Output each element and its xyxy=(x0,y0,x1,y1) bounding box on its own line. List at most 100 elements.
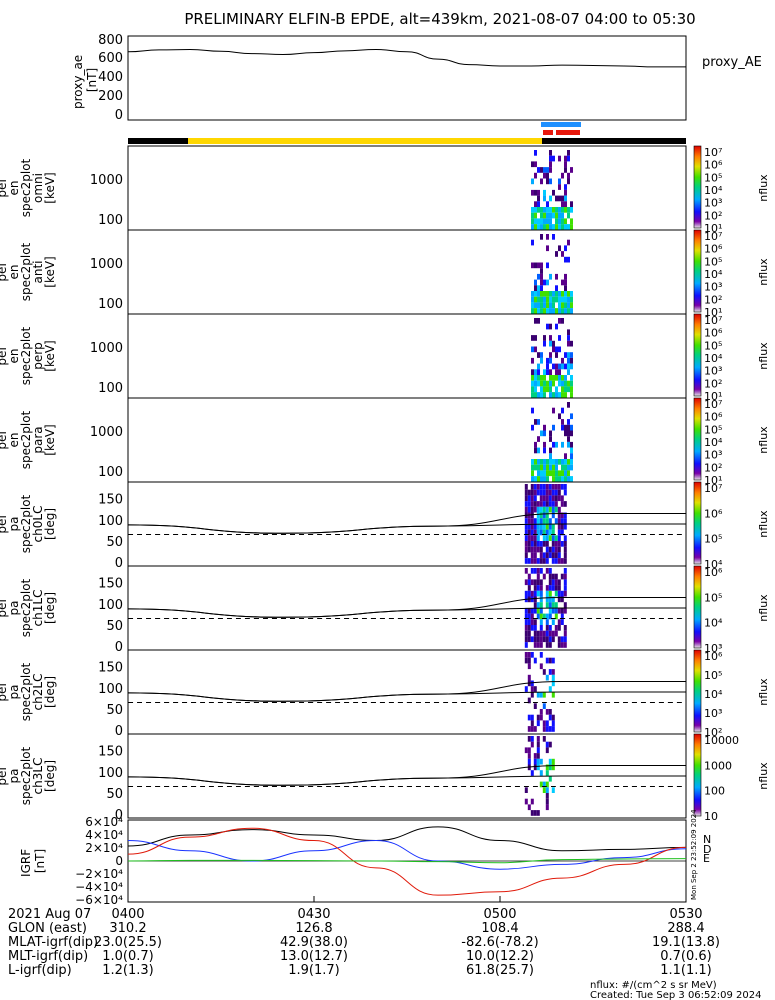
pitch-pixel xyxy=(542,506,546,513)
spectrogram-pixel xyxy=(534,375,537,381)
spectrogram-pixel xyxy=(543,291,546,297)
spectrogram-pixel xyxy=(546,167,549,173)
colorbar-label: 10⁵ xyxy=(704,669,722,682)
pitch-pixel xyxy=(560,590,564,597)
spectrogram-pixel xyxy=(537,375,540,381)
spectrogram-pixel xyxy=(558,296,561,303)
colorbar-label: 10³ xyxy=(704,365,722,378)
spectrogram-pixel xyxy=(540,430,543,437)
spectrogram-pixel xyxy=(564,184,567,190)
ylabel-line: pef xyxy=(0,262,9,282)
pitch-pixel xyxy=(539,529,543,536)
ylabel-line: pef xyxy=(0,598,9,618)
spectrogram-pixel xyxy=(546,323,549,330)
pitch-pixel xyxy=(542,573,546,580)
pitch-pixel xyxy=(536,764,540,771)
loss-cone-lower xyxy=(127,607,686,618)
ylabel-line: ch2LC xyxy=(31,674,45,711)
pitch-pixel xyxy=(539,512,543,519)
spectrogram-pixel xyxy=(558,302,561,309)
spectrogram-pixel xyxy=(549,340,552,347)
orbit-row-value: 310.2 xyxy=(109,921,146,936)
energy-tick-1000: 1000 xyxy=(90,173,123,188)
pitch-pixel xyxy=(548,630,552,637)
spectrogram-pixel xyxy=(549,459,552,465)
spectrogram-pixel xyxy=(570,218,573,225)
orbit-row-value: 0430 xyxy=(297,907,330,922)
ylabel-line: en xyxy=(7,349,21,364)
colorbar-unit: nflux xyxy=(757,258,770,286)
spectrogram-pixel xyxy=(537,369,540,375)
spectrogram-pixel xyxy=(549,335,552,341)
spectrogram-pixel xyxy=(567,352,570,358)
spectrogram-pixel xyxy=(537,476,540,482)
pitch-pixel xyxy=(524,495,528,502)
pitch-pixel xyxy=(551,764,555,771)
pitch-pixel xyxy=(545,770,549,776)
spectrogram-pixel xyxy=(540,212,543,219)
orbit-row-value: 1.0(0.7) xyxy=(102,949,154,964)
pitch-panel-1: elbpefpaspec2plotch0LC[deg] 150 100 50 0 xyxy=(0,481,687,571)
spectrogram-pixel xyxy=(537,273,540,280)
spectrogram-pixel xyxy=(540,273,543,280)
pitch-pixel xyxy=(557,642,561,648)
spectrogram-pixel xyxy=(549,464,552,471)
pitch-pixel xyxy=(545,506,549,513)
pitch-pixel xyxy=(524,619,528,625)
pitch-pixel xyxy=(557,558,561,564)
pitch-pixel xyxy=(530,506,534,513)
pitch-pixel xyxy=(527,489,531,496)
spectrogram-pixel xyxy=(534,335,537,341)
spectrogram-pixel xyxy=(546,296,549,303)
pitch-pixel xyxy=(539,652,543,658)
pitch-pixel xyxy=(548,568,552,574)
spectrogram-pixel xyxy=(543,189,546,196)
spectrogram-pixel xyxy=(531,459,534,465)
spectrogram-pixel xyxy=(531,464,534,471)
spectrogram-pixel xyxy=(534,201,537,207)
pitch-pixel xyxy=(551,657,555,664)
pitch-pixel xyxy=(545,804,549,811)
pitch-pixel xyxy=(524,568,528,574)
pitch-pixel xyxy=(533,758,537,765)
colorbar-label: 10⁵ xyxy=(704,533,722,546)
colorbar-label: 10⁶ xyxy=(704,159,723,172)
pitch-pixel xyxy=(539,625,543,631)
pitch-pixel xyxy=(545,501,549,507)
pitch-pixel xyxy=(539,613,543,620)
pitch-pixel xyxy=(545,518,549,524)
pitch-pixel xyxy=(551,506,555,513)
spectrogram-pixel xyxy=(570,476,573,482)
energy-tick-1000: 1000 xyxy=(90,257,123,272)
ylabel-line: [keV] xyxy=(43,424,57,455)
colorbar-label: 10⁶ xyxy=(704,650,723,663)
spectrogram-pixel xyxy=(534,224,537,230)
spectrogram-pixel xyxy=(555,218,558,225)
spectrogram-pixel xyxy=(567,178,570,185)
spectrogram-pixel xyxy=(540,375,543,381)
orbit-row-value: 19.1(13.8) xyxy=(652,935,720,950)
pitch-tick: 0 xyxy=(115,808,123,823)
pitch-pixel xyxy=(536,630,540,637)
spectrogram-pixel xyxy=(567,464,570,471)
energy-tick-1000: 1000 xyxy=(90,341,123,356)
igrf-n-line xyxy=(127,826,687,852)
bar-black-left xyxy=(128,138,188,144)
pitch-pixel xyxy=(563,484,567,490)
colorbar-label: 10⁴ xyxy=(704,436,723,449)
ylabel-line: pef xyxy=(0,346,9,366)
spectrogram-pixel xyxy=(543,392,546,398)
spectrogram-pixel xyxy=(546,245,549,252)
pitch-pixel xyxy=(536,585,540,591)
spectrogram-pixel xyxy=(552,375,555,381)
pitch-pixel xyxy=(548,642,552,648)
spectrogram-pixel xyxy=(558,380,561,387)
pitch-pixel xyxy=(545,558,549,564)
pitch-pixel xyxy=(548,484,552,490)
energy-panel-frame xyxy=(127,229,687,315)
pitch-pixel xyxy=(545,674,549,681)
orbit-row-value: 61.8(25.7) xyxy=(466,963,534,978)
pitch-pixel xyxy=(542,518,546,524)
pitch-pixel xyxy=(551,714,555,721)
pitch-pixel xyxy=(554,552,558,559)
